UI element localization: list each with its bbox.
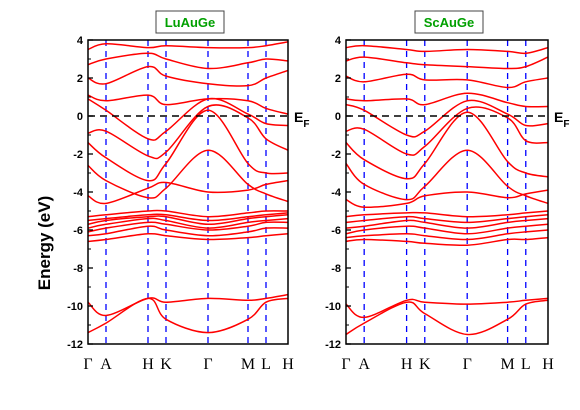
band-line	[88, 293, 288, 317]
kpoint-label: A	[358, 356, 370, 373]
band-line	[346, 236, 548, 247]
kpoint-label: L	[521, 356, 531, 373]
y-tick-label: -8	[73, 263, 83, 275]
band-line	[88, 94, 288, 115]
y-axis-label: Energy (eV)	[35, 196, 54, 290]
band-line	[88, 232, 288, 243]
band-line	[346, 297, 548, 319]
panel-title: ScAuGe	[414, 10, 484, 34]
band-line	[88, 97, 288, 141]
band-line	[346, 214, 548, 224]
y-tick-label: -12	[325, 339, 341, 351]
band-line	[346, 92, 548, 108]
band-line	[346, 229, 548, 241]
y-tick-label: -6	[73, 225, 83, 237]
svg-text:ScAuGe: ScAuGe	[424, 15, 475, 30]
band-line	[88, 214, 288, 226]
y-tick-label: 2	[77, 73, 83, 85]
y-tick-label: -10	[67, 301, 83, 313]
y-tick-label: -2	[331, 149, 341, 161]
y-tick-label: -8	[331, 263, 341, 275]
band-line	[88, 221, 288, 233]
band-line	[346, 73, 548, 89]
band-line	[88, 41, 288, 51]
kpoint-label: A	[100, 356, 112, 373]
kpoint-label: Γ	[463, 356, 472, 373]
band-line	[346, 56, 548, 70]
plot-frame	[87, 39, 289, 345]
kpoint-label: H	[282, 356, 294, 373]
band-line	[88, 52, 288, 70]
band-line	[88, 149, 288, 203]
kpoint-label: H	[401, 356, 413, 373]
fermi-level-label: EF	[294, 109, 309, 130]
band-line	[88, 104, 288, 160]
kpoint-label: H	[142, 356, 154, 373]
y-tick-label: 2	[335, 73, 341, 85]
band-line	[346, 111, 548, 180]
kpoint-label: L	[261, 356, 271, 373]
band-line	[88, 217, 288, 229]
y-tick-label: -4	[331, 187, 342, 199]
bands	[346, 44, 548, 336]
band-line	[346, 210, 548, 218]
band-line	[346, 223, 548, 235]
band-line	[88, 109, 288, 182]
band-line	[88, 297, 288, 334]
band-line	[346, 99, 548, 138]
kpoint-label: M	[500, 356, 514, 373]
band-line	[346, 106, 548, 156]
panel-title: LuAuGe	[155, 10, 225, 34]
y-tick-label: -4	[73, 187, 84, 199]
y-tick-label: 4	[77, 35, 84, 47]
band-line	[346, 217, 548, 229]
y-tick-label: 0	[77, 111, 83, 123]
kpoint-label: K	[160, 356, 172, 373]
bands	[88, 41, 288, 334]
y-tick-label: -6	[331, 225, 341, 237]
y-tick-label: 4	[335, 35, 342, 47]
fermi-level-label: EF	[554, 109, 569, 130]
svg-text:LuAuGe: LuAuGe	[165, 15, 216, 30]
y-tick-label: -10	[325, 301, 341, 313]
kpoint-label: M	[241, 356, 255, 373]
band-line	[346, 189, 548, 209]
band-line	[88, 65, 288, 87]
kpoint-label: Γ	[203, 356, 212, 373]
band-line	[346, 149, 548, 205]
y-tick-label: -12	[67, 339, 83, 351]
band-line	[88, 209, 288, 218]
band-line	[346, 299, 548, 336]
kpoint-label: Γ	[341, 356, 350, 373]
kpoint-label: H	[542, 356, 554, 373]
band-line	[88, 225, 288, 237]
band-line	[88, 179, 288, 205]
y-tick-label: 0	[335, 111, 341, 123]
kpoint-label: K	[419, 356, 431, 373]
kpoint-label: Γ	[83, 356, 92, 373]
y-tick-label: -2	[73, 149, 83, 161]
band-line	[346, 44, 548, 55]
band-line	[88, 212, 288, 222]
